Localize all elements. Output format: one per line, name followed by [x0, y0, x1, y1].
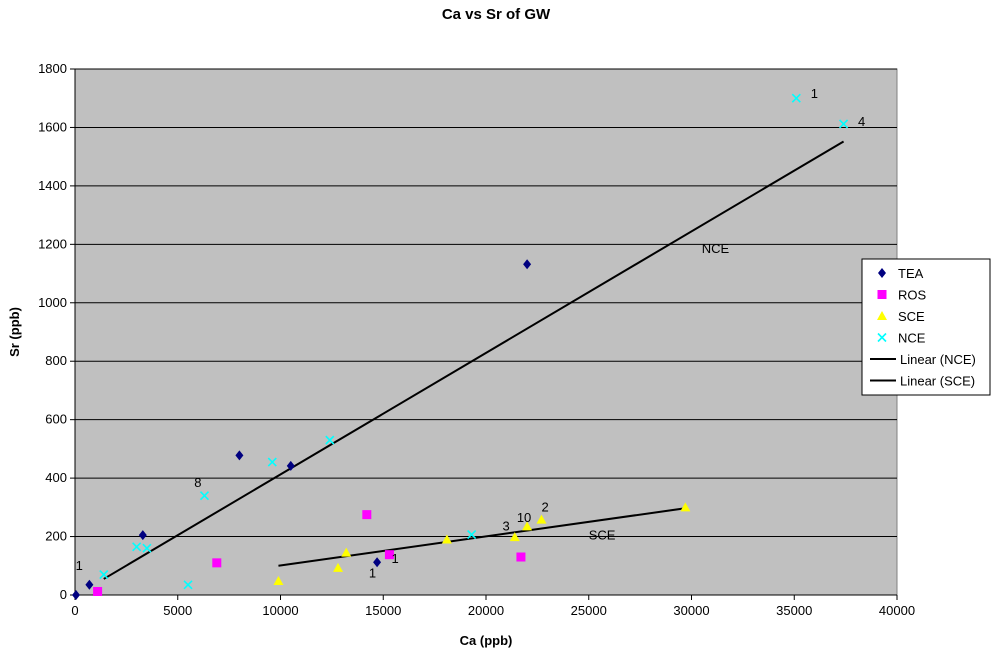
- data-point-nce: [325, 435, 335, 445]
- x-marker-stroke: [267, 457, 277, 467]
- x-tick-label: 25000: [571, 603, 607, 618]
- y-tick-label: 200: [45, 529, 67, 544]
- data-point-nce: [791, 93, 801, 103]
- data-point-sce: [522, 521, 533, 531]
- y-tick-label: 1200: [38, 236, 67, 251]
- x-tick-label: 10000: [262, 603, 298, 618]
- data-point-tea: [235, 450, 244, 461]
- point-annotation: 10: [517, 510, 531, 525]
- data-point-nce: [99, 569, 109, 580]
- x-marker-stroke: [877, 332, 887, 343]
- legend-label: TEA: [898, 266, 924, 281]
- point-annotation: 1: [391, 551, 398, 566]
- point-annotation: 4: [858, 114, 865, 129]
- x-marker-stroke: [467, 529, 477, 540]
- data-point-tea: [72, 590, 81, 600]
- data-point-nce: [183, 580, 193, 590]
- trendline-label: SCE: [589, 527, 616, 542]
- y-tick-label: 1400: [38, 178, 67, 193]
- x-marker-stroke: [99, 569, 109, 580]
- x-tick-label: 40000: [879, 603, 915, 618]
- legend-box: [861, 258, 991, 396]
- legend-label: NCE: [898, 331, 926, 346]
- y-tick-label: 1000: [38, 295, 67, 310]
- x-marker-stroke: [183, 580, 193, 590]
- data-point-tea: [373, 557, 382, 568]
- x-tick-label: 30000: [673, 603, 709, 618]
- y-tick-label: 0: [60, 587, 67, 602]
- y-tick-label: 1600: [38, 119, 67, 134]
- y-tick-label: 800: [45, 353, 67, 368]
- data-point-nce: [267, 457, 277, 467]
- data-point-ros: [93, 586, 103, 596]
- legend-marker-sce: [877, 311, 887, 320]
- x-marker-stroke: [142, 543, 152, 553]
- trendline-nce: [103, 140, 845, 580]
- data-point-ros: [212, 558, 222, 568]
- x-marker-stroke: [199, 491, 210, 501]
- data-point-tea: [85, 579, 94, 590]
- point-annotation: 3: [502, 519, 509, 534]
- legend-label: ROS: [898, 288, 927, 303]
- data-point-nce: [142, 543, 152, 553]
- data-points: [72, 93, 849, 600]
- data-point-nce: [467, 529, 477, 540]
- point-annotation: 2: [541, 500, 548, 515]
- plot-area: [74, 68, 898, 596]
- x-tick-label: 20000: [468, 603, 504, 618]
- data-point-nce: [132, 542, 142, 552]
- data-point-sce: [273, 575, 284, 585]
- point-annotation: 1: [811, 86, 818, 101]
- data-point-sce: [680, 502, 691, 512]
- legend-label: Linear (SCE): [900, 374, 975, 389]
- x-axis-ticks: 0 5000 10000 15000 20000 25000 30000 35000 40000: [71, 595, 915, 618]
- data-point-sce: [441, 534, 452, 544]
- x-tick-label: 5000: [163, 603, 192, 618]
- y-axis-ticks: 0 200 400 600 800 1000 1200 1400 1600 1800: [38, 61, 75, 602]
- x-marker-stroke: [839, 119, 849, 129]
- data-point-ros: [362, 510, 372, 520]
- legend: TEA ROS SCE NCE Linear (NCE) Linear (SCE): [861, 258, 991, 396]
- trendline-label: NCE: [702, 241, 730, 256]
- x-marker-stroke: [132, 542, 142, 552]
- data-point-ros: [384, 550, 394, 560]
- x-marker-stroke: [791, 93, 801, 103]
- gridlines: [75, 68, 897, 538]
- y-tick-label: 400: [45, 470, 67, 485]
- point-annotation: 1: [76, 558, 83, 573]
- y-tick-label: 1800: [38, 61, 67, 76]
- y-axis-title: Sr (ppb): [7, 307, 22, 357]
- legend-marker-nce: [877, 332, 887, 343]
- data-point-sce: [509, 532, 520, 542]
- point-annotation: 1: [369, 565, 376, 580]
- x-tick-label: 0: [71, 603, 78, 618]
- data-point-sce: [536, 514, 547, 524]
- data-point-sce: [341, 547, 352, 557]
- data-point-nce: [199, 491, 210, 501]
- x-marker-stroke: [325, 435, 335, 445]
- data-point-tea: [138, 530, 147, 541]
- data-point-ros: [516, 552, 526, 562]
- x-axis-title: Ca (ppb): [460, 633, 513, 648]
- x-tick-label: 15000: [365, 603, 401, 618]
- x-tick-label: 35000: [776, 603, 812, 618]
- data-point-tea: [286, 460, 295, 471]
- data-point-sce: [333, 562, 344, 572]
- data-point-tea: [523, 259, 532, 270]
- point-annotation: 8: [194, 475, 201, 490]
- legend-label: Linear (NCE): [900, 352, 976, 367]
- legend-marker-tea: [878, 268, 886, 278]
- data-point-nce: [839, 119, 849, 129]
- chart-title: Ca vs Sr of GW: [442, 6, 551, 23]
- y-tick-label: 600: [45, 412, 67, 427]
- legend-label: SCE: [898, 309, 925, 324]
- legend-marker-ros: [877, 290, 887, 299]
